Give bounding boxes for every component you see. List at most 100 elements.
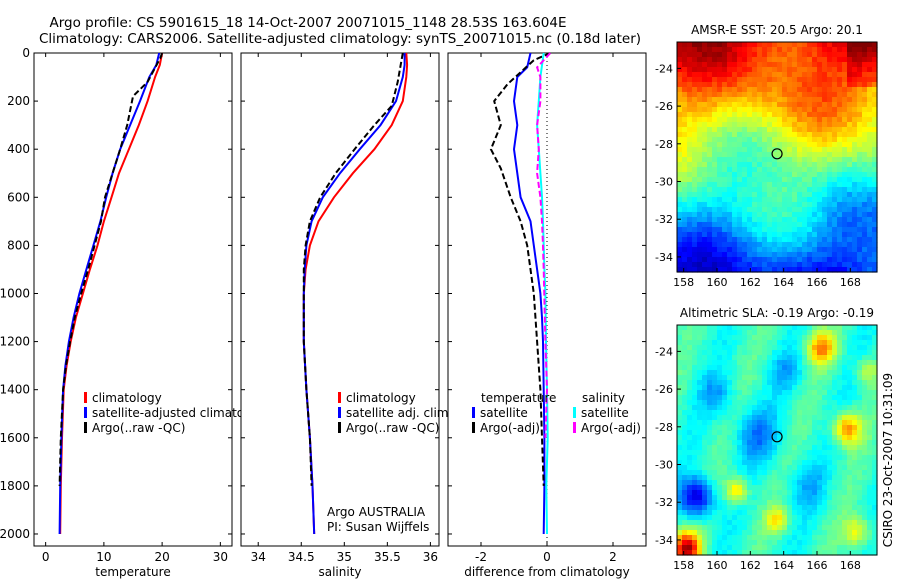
map-cell [757,107,763,113]
map-cell [867,350,873,356]
map-cell [867,490,873,496]
map-cell [867,52,873,58]
map-cell [782,142,788,148]
map-cell [852,72,858,78]
map-cell [712,97,718,103]
map-cell [727,405,733,411]
map-cell [837,455,843,461]
map-cell [747,267,753,273]
map-cell [737,237,743,243]
map-cell [687,370,693,376]
map-cell [817,385,823,391]
legend-swatch [338,422,341,433]
map-cell [752,515,758,521]
map-cell [722,550,728,556]
map-cell [817,212,823,218]
map-cell [767,510,773,516]
map-cell [797,187,803,193]
map-cell [872,395,878,401]
map-cell [837,77,843,83]
map-cell [742,335,748,341]
map-cell [832,380,838,386]
map-cell [677,435,683,441]
map-cell [722,475,728,481]
map-cell [797,345,803,351]
map-cell [777,330,783,336]
map-cell [727,132,733,138]
map-cell [762,515,768,521]
map-cell [682,430,688,436]
map-cell [797,520,803,526]
map-cell [727,500,733,506]
map-cell [872,470,878,476]
map-cell [862,420,868,426]
map-cell [682,117,688,123]
map-cell [697,202,703,208]
map-cell [717,47,723,53]
map-cell [682,525,688,531]
map-cell [762,390,768,396]
map-cell [682,102,688,108]
map-cell [797,72,803,78]
map-cell [807,400,813,406]
map-cell [682,420,688,426]
map-cell [702,67,708,73]
map-cell [782,405,788,411]
map-cell [692,117,698,123]
map-cell [862,525,868,531]
map-cell [762,360,768,366]
map-cell [752,137,758,143]
map-cell [802,385,808,391]
map-cell [712,380,718,386]
map-cell [707,117,713,123]
map-cell [842,480,848,486]
map-cell [797,400,803,406]
map-cell [867,505,873,511]
map-cell [677,212,683,218]
map-cell [747,420,753,426]
map-cell [837,460,843,466]
map-cell [702,97,708,103]
map-cell [812,87,818,93]
map-cell [782,222,788,228]
map-cell [832,450,838,456]
map-cell [862,207,868,213]
map-cell [842,350,848,356]
map-cell [682,227,688,233]
map-cell [742,405,748,411]
map-cell [782,530,788,536]
map-cell [837,217,843,223]
map-cell [762,415,768,421]
y-tick-label: -32 [655,496,673,509]
map-cell [772,460,778,466]
map-cell [702,360,708,366]
map-cell [762,540,768,546]
map-cell [857,510,863,516]
map-cell [772,47,778,53]
map-cell [792,192,798,198]
map-cell [842,490,848,496]
map-cell [752,227,758,233]
map-cell [797,67,803,73]
map-cell [852,187,858,193]
map-cell [832,152,838,158]
map-cell [767,390,773,396]
map-cell [712,232,718,238]
map-cell [802,395,808,401]
map-cell [797,197,803,203]
map-cell [867,207,873,213]
map-cell [842,395,848,401]
map-cell [717,475,723,481]
map-cell [712,177,718,183]
map-cell [757,227,763,233]
map-cell [772,122,778,128]
map-cell [757,445,763,451]
map-cell [862,520,868,526]
map-cell [762,232,768,238]
map-cell [707,262,713,268]
map-cell [762,410,768,416]
map-cell [797,182,803,188]
map-cell [857,335,863,341]
map-cell [827,152,833,158]
map-cell [827,500,833,506]
